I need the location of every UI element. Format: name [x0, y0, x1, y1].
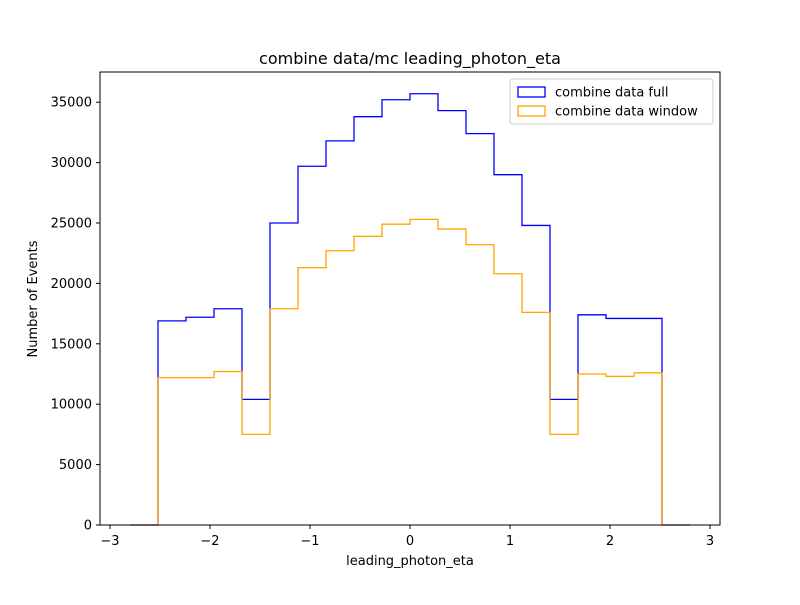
series-step-line-1 [130, 218, 690, 526]
x-tick-label: −2 [200, 534, 219, 549]
y-tick-label: 20000 [51, 277, 92, 292]
y-tick-label: 10000 [51, 398, 92, 413]
x-axis: −3 −2 −1 0 1 2 3 [100, 525, 714, 549]
legend-swatch-1 [517, 105, 546, 117]
legend-label-1: combine data window [555, 105, 698, 120]
x-tick-label: 0 [406, 534, 414, 549]
x-tick-label: 1 [506, 534, 514, 549]
chart-title: combine data/mc leading_photon_eta [259, 49, 561, 69]
y-axis-label: Number of Events [26, 240, 41, 357]
x-axis-label: leading_photon_eta [346, 554, 474, 569]
legend-swatch-0 [517, 86, 546, 98]
x-tick-label: 2 [606, 534, 614, 549]
y-tick-label: 0 [84, 519, 92, 534]
y-tick-label: 25000 [51, 217, 92, 232]
y-tick-label: 35000 [51, 96, 92, 111]
y-tick-label: 5000 [59, 458, 92, 473]
x-tick-label: −3 [100, 534, 119, 549]
legend-box [509, 78, 714, 125]
series-step-line-0 [130, 93, 690, 526]
legend-label-0: combine data full [555, 86, 668, 101]
x-tick-label: −1 [300, 534, 319, 549]
y-tick-label: 15000 [51, 337, 92, 352]
x-tick-label: 3 [706, 534, 714, 549]
legend: combine data full combine data window [509, 78, 714, 125]
y-axis: 0 5000 10000 15000 20000 25000 30000 35000 [51, 96, 100, 534]
y-tick-label: 30000 [51, 156, 92, 171]
